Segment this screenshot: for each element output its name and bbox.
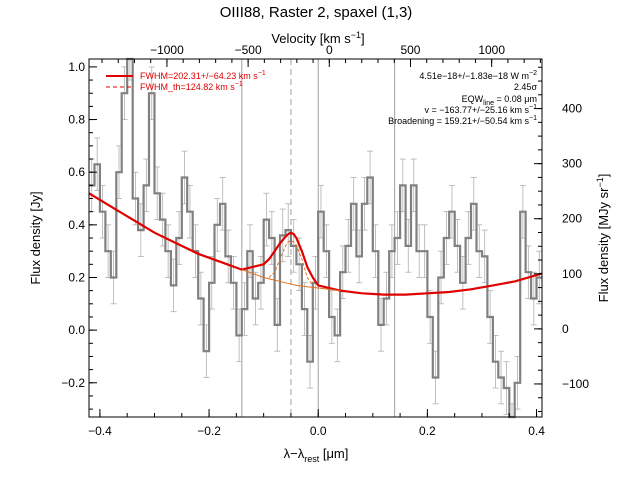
right-tick-label: −100 (562, 377, 589, 391)
annotation-velocity-text: v = −163.77+/−25.16 km s (424, 105, 529, 115)
right-tick-label: 200 (562, 212, 582, 226)
right-tick-label: 400 (562, 102, 582, 116)
y-axis-label-right-end: ] (596, 174, 611, 178)
x-tick-label: −0.2 (197, 424, 221, 438)
annotation-velocity: v = −163.77+/−25.16 km s−1 (424, 104, 537, 115)
annotation-flux-sup: −2 (529, 70, 537, 77)
y-tick-label: 0.6 (68, 165, 85, 179)
legend-label-fwhm-th: FWHM_th=124.82 km s−1 (140, 81, 243, 92)
y-tick-label: 0.0 (68, 323, 85, 337)
x-tick-label: 0.4 (528, 424, 545, 438)
y-tick-label: 0.8 (68, 113, 85, 127)
x-axis-label: λ−λrest [μm] (284, 446, 349, 464)
annotation-broadening: Broadening = 159.21+/−50.54 km s−1 (388, 115, 537, 126)
top-tick-label: −1000 (150, 43, 184, 57)
chart-title: OIII88, Raster 2, spaxel (1,3) (220, 4, 413, 21)
x-tick-label: 0.2 (419, 424, 436, 438)
axes-layer: −0.4 −0.2 0.0 0.2 0.4 −0.2 0.0 0.2 0.4 0.6 0.8 1.0 −… (61, 43, 589, 438)
plot-data-layer (88, 57, 543, 419)
top-tick-label: −500 (235, 43, 262, 57)
top-tick-label: 1000 (478, 43, 505, 57)
top-tick-label: 500 (400, 43, 420, 57)
annotation-broadening-text: Broadening = 159.21+/−50.54 km s (388, 116, 529, 126)
y-tick-label: −0.2 (61, 376, 85, 390)
y-tick-label: 0.2 (68, 270, 85, 284)
right-tick-label: 100 (562, 267, 582, 281)
annotation-eqw-sub: line (483, 100, 494, 107)
y-axis-label-left: Flux density [Jy] (28, 191, 43, 284)
top-axis-label-sup: −1 (351, 30, 361, 40)
annotation-flux: 4.51e−18+/−1.83e−18 W m−2 (419, 70, 537, 81)
top-axis-label: Velocity [km s−1] (271, 30, 364, 46)
legend: FWHM=202.31+/−64.23 km s−1 FWHM_th=124.8… (106, 70, 266, 92)
x-axis-label-sub: rest (304, 454, 320, 464)
spectrum-step-line (89, 57, 542, 419)
right-tick-label: 0 (562, 322, 569, 336)
top-tick-label: 0 (326, 43, 333, 57)
legend-label-fwhm-th-sup: −1 (235, 81, 243, 88)
annotation-eqw-text: EQW (462, 94, 484, 104)
annotation-sigma: 2.45σ (514, 82, 538, 92)
legend-label-fwhm-sup: −1 (258, 70, 266, 77)
series-fit (88, 192, 543, 296)
annotation-eqw-value: = 0.08 μm (494, 94, 537, 104)
x-tick-label: 0.0 (310, 424, 327, 438)
y-tick-label: 1.0 (68, 60, 85, 74)
series-gauss_th (268, 240, 314, 286)
y-tick-label: 0.4 (68, 218, 85, 232)
legend-label-fwhm: FWHM=202.31+/−64.23 km s−1 (140, 70, 266, 81)
x-axis-label-main: λ−λ (284, 446, 305, 461)
y-axis-label-right-text: Flux density [MJy sr (596, 187, 611, 303)
y-axis-label-right: Flux density [MJy sr−1] (595, 174, 611, 303)
series-continuum (241, 269, 341, 292)
top-axis-label-text: Velocity [km s (271, 31, 351, 46)
annotations: 4.51e−18+/−1.83e−18 W m−2 2.45σ EQWline … (388, 70, 537, 126)
annotation-broadening-sup: −1 (529, 115, 537, 122)
y-axis-label-right-sup: −1 (595, 177, 605, 187)
legend-label-fwhm-th-text: FWHM_th=124.82 km s (140, 82, 235, 92)
top-axis-label-end: ] (361, 31, 365, 46)
x-tick-label: −0.4 (88, 424, 112, 438)
x-axis-label-unit: [μm] (319, 446, 348, 461)
annotation-flux-text: 4.51e−18+/−1.83e−18 W m (419, 71, 529, 81)
annotation-eqw: EQWline = 0.08 μm (462, 94, 537, 107)
right-tick-label: 300 (562, 157, 582, 171)
legend-label-fwhm-text: FWHM=202.31+/−64.23 km s (140, 71, 258, 81)
annotation-velocity-sup: −1 (529, 104, 537, 111)
